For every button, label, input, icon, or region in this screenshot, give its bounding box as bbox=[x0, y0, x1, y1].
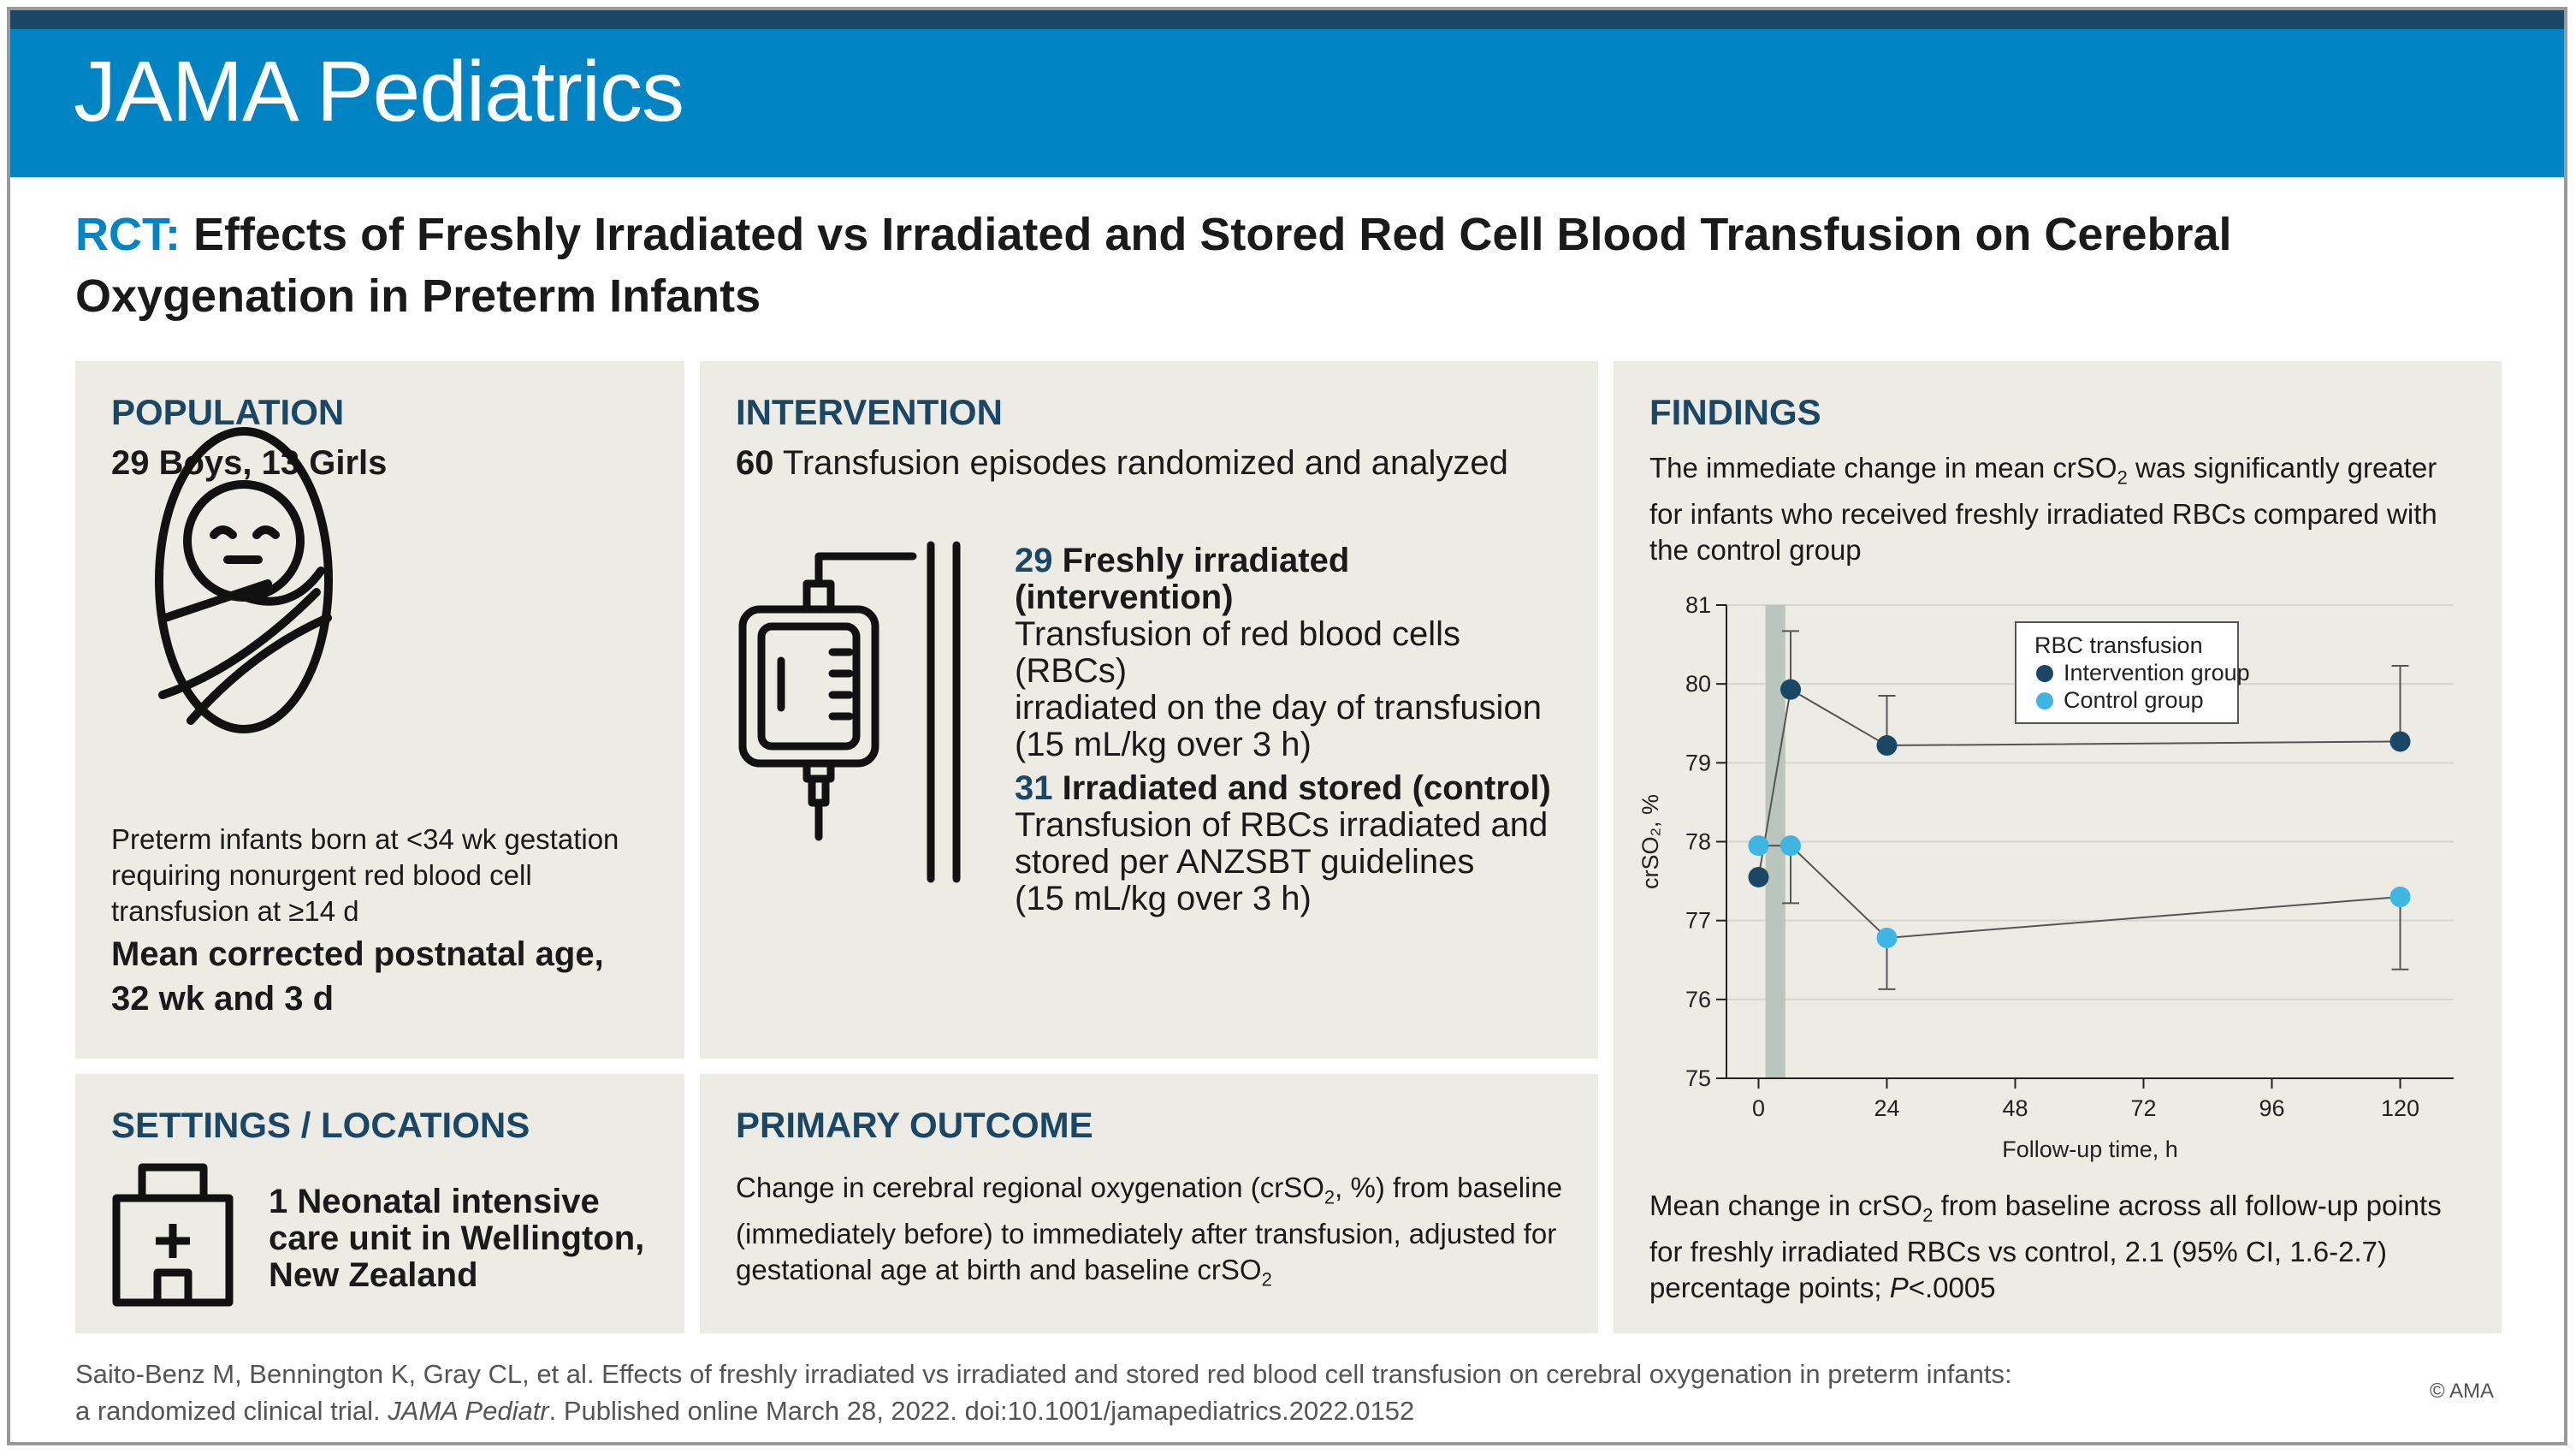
data-point bbox=[1780, 679, 1801, 700]
outcome-text: Change in cerebral regional oxygenation … bbox=[736, 1172, 1563, 1291]
findings-panel: FINDINGS The immediate change in mean cr… bbox=[1614, 361, 2502, 1333]
x-tick-label: 96 bbox=[2259, 1095, 2284, 1121]
data-point bbox=[1748, 866, 1769, 887]
y-tick-label: 76 bbox=[1685, 987, 1711, 1012]
findings-heading: FINDINGS bbox=[1649, 392, 1821, 432]
findings-intro: The immediate change in mean crSO2 was s… bbox=[1649, 452, 2437, 566]
group-1-name: 29 Freshly irradiated bbox=[1015, 542, 1350, 579]
top-bar bbox=[10, 10, 2564, 29]
x-tick-label: 120 bbox=[2381, 1095, 2419, 1121]
x-tick-label: 24 bbox=[1874, 1095, 1899, 1121]
y-axis-title: crSO₂, % bbox=[1637, 794, 1663, 889]
y-tick-label: 80 bbox=[1685, 671, 1711, 697]
title-prefix: RCT: bbox=[75, 209, 181, 260]
x-axis-title: Follow-up time, h bbox=[2002, 1136, 2178, 1162]
group-2-count: 31 bbox=[1015, 769, 1053, 807]
legend-marker bbox=[2036, 692, 2053, 709]
y-tick-label: 77 bbox=[1685, 908, 1711, 934]
page-title: RCT: Effects of Freshly Irradiated vs Ir… bbox=[75, 204, 2385, 327]
outcome-panel: PRIMARY OUTCOME Change in cerebral regio… bbox=[700, 1074, 1598, 1333]
copyright: © AMA bbox=[2430, 1380, 2495, 1403]
settings-text: 1 Neonatal intensive care unit in Wellin… bbox=[269, 1183, 645, 1294]
group-2-name: 31 Irradiated and stored (control) bbox=[1015, 769, 1551, 807]
data-point bbox=[1876, 927, 1898, 948]
total-text: Transfusion episodes randomized and anal… bbox=[773, 444, 1508, 482]
settings-heading: SETTINGS / LOCATIONS bbox=[111, 1105, 530, 1145]
y-tick-label: 81 bbox=[1685, 592, 1711, 618]
intervention-heading: INTERVENTION bbox=[736, 392, 1003, 432]
group-1-desc-3: (15 mL/kg over 3 h) bbox=[1015, 726, 1312, 763]
group-2-desc-3: (15 mL/kg over 3 h) bbox=[1015, 880, 1312, 917]
intervention-panel: INTERVENTION 60 Transfusion episodes ran… bbox=[700, 361, 1598, 1059]
intervention-total: 60 Transfusion episodes randomized and a… bbox=[736, 445, 1574, 482]
series-line bbox=[1758, 845, 2401, 939]
data-point bbox=[1748, 835, 1769, 857]
y-tick-label: 79 bbox=[1685, 750, 1711, 775]
x-tick-label: 0 bbox=[1752, 1095, 1765, 1121]
data-point bbox=[1780, 835, 1801, 857]
series-line bbox=[1757, 688, 2401, 878]
hospital-icon bbox=[112, 1163, 234, 1307]
legend-title: RBC transfusion bbox=[2034, 632, 2203, 658]
legend-marker bbox=[2036, 665, 2053, 682]
citation-line-2: a randomized clinical trial. JAMA Pediat… bbox=[75, 1396, 1415, 1426]
total-number: 60 bbox=[736, 444, 774, 482]
citation-line-1: Saito-Benz M, Bennington K, Gray CL, et … bbox=[75, 1359, 2012, 1389]
population-description: Preterm infants born at <34 wk gestation… bbox=[111, 823, 619, 927]
iv-bag-icon bbox=[738, 541, 961, 883]
settings-panel: SETTINGS / LOCATIONS 1 Neonatal intensiv… bbox=[75, 1074, 684, 1333]
y-tick-label: 75 bbox=[1685, 1065, 1711, 1091]
population-mean-age: Mean corrected postnatal age, 32 wk and … bbox=[111, 935, 604, 1018]
group-1-name-line2: (intervention) bbox=[1015, 579, 1234, 616]
population-heading: POPULATION bbox=[111, 392, 345, 432]
x-tick-label: 72 bbox=[2130, 1095, 2156, 1121]
group-1-desc-1: Transfusion of red blood cells (RBCs) bbox=[1015, 615, 1461, 690]
title-text: Effects of Freshly Irradiated vs Irradia… bbox=[75, 209, 2232, 322]
data-point bbox=[1876, 735, 1898, 757]
x-tick-label: 48 bbox=[2002, 1095, 2028, 1121]
y-tick-label: 78 bbox=[1685, 829, 1711, 855]
citation: Saito-Benz M, Bennington K, Gray CL, et … bbox=[75, 1356, 2012, 1429]
population-panel: POPULATION 29 Boys, 13 Girls Preterm inf… bbox=[75, 361, 684, 1059]
findings-summary: Mean change in crSO2 from baseline acros… bbox=[1649, 1190, 2442, 1303]
legend-label: Intervention group bbox=[2064, 660, 2250, 685]
legend-label: Control group bbox=[2064, 687, 2204, 713]
data-point bbox=[2389, 731, 2411, 752]
intervention-group-1: 29 Freshly irradiated (intervention) Tra… bbox=[1015, 543, 1579, 763]
group-1-count: 29 bbox=[1015, 542, 1053, 579]
swaddled-infant-icon bbox=[155, 427, 333, 733]
group-2-desc-2: stored per ANZSBT guidelines bbox=[1015, 843, 1475, 881]
shaded-band bbox=[1765, 605, 1785, 1078]
header-banner bbox=[10, 29, 2564, 177]
intervention-group-2: 31 Irradiated and stored (control) Trans… bbox=[1015, 770, 1579, 917]
data-point bbox=[2389, 887, 2411, 908]
findings-chart: 75 76 77 78 79 80 81 0 24 48 72 96 120 Follow-up time… bbox=[1637, 592, 2454, 1162]
group-1-desc-2: irradiated on the day of transfusion bbox=[1015, 689, 1542, 727]
journal-name: JAMA Pediatrics bbox=[74, 44, 684, 139]
outcome-heading: PRIMARY OUTCOME bbox=[736, 1105, 1093, 1145]
group-2-desc-1: Transfusion of RBCs irradiated and bbox=[1015, 806, 1549, 844]
population-counts: 29 Boys, 13 Girls bbox=[111, 444, 388, 482]
